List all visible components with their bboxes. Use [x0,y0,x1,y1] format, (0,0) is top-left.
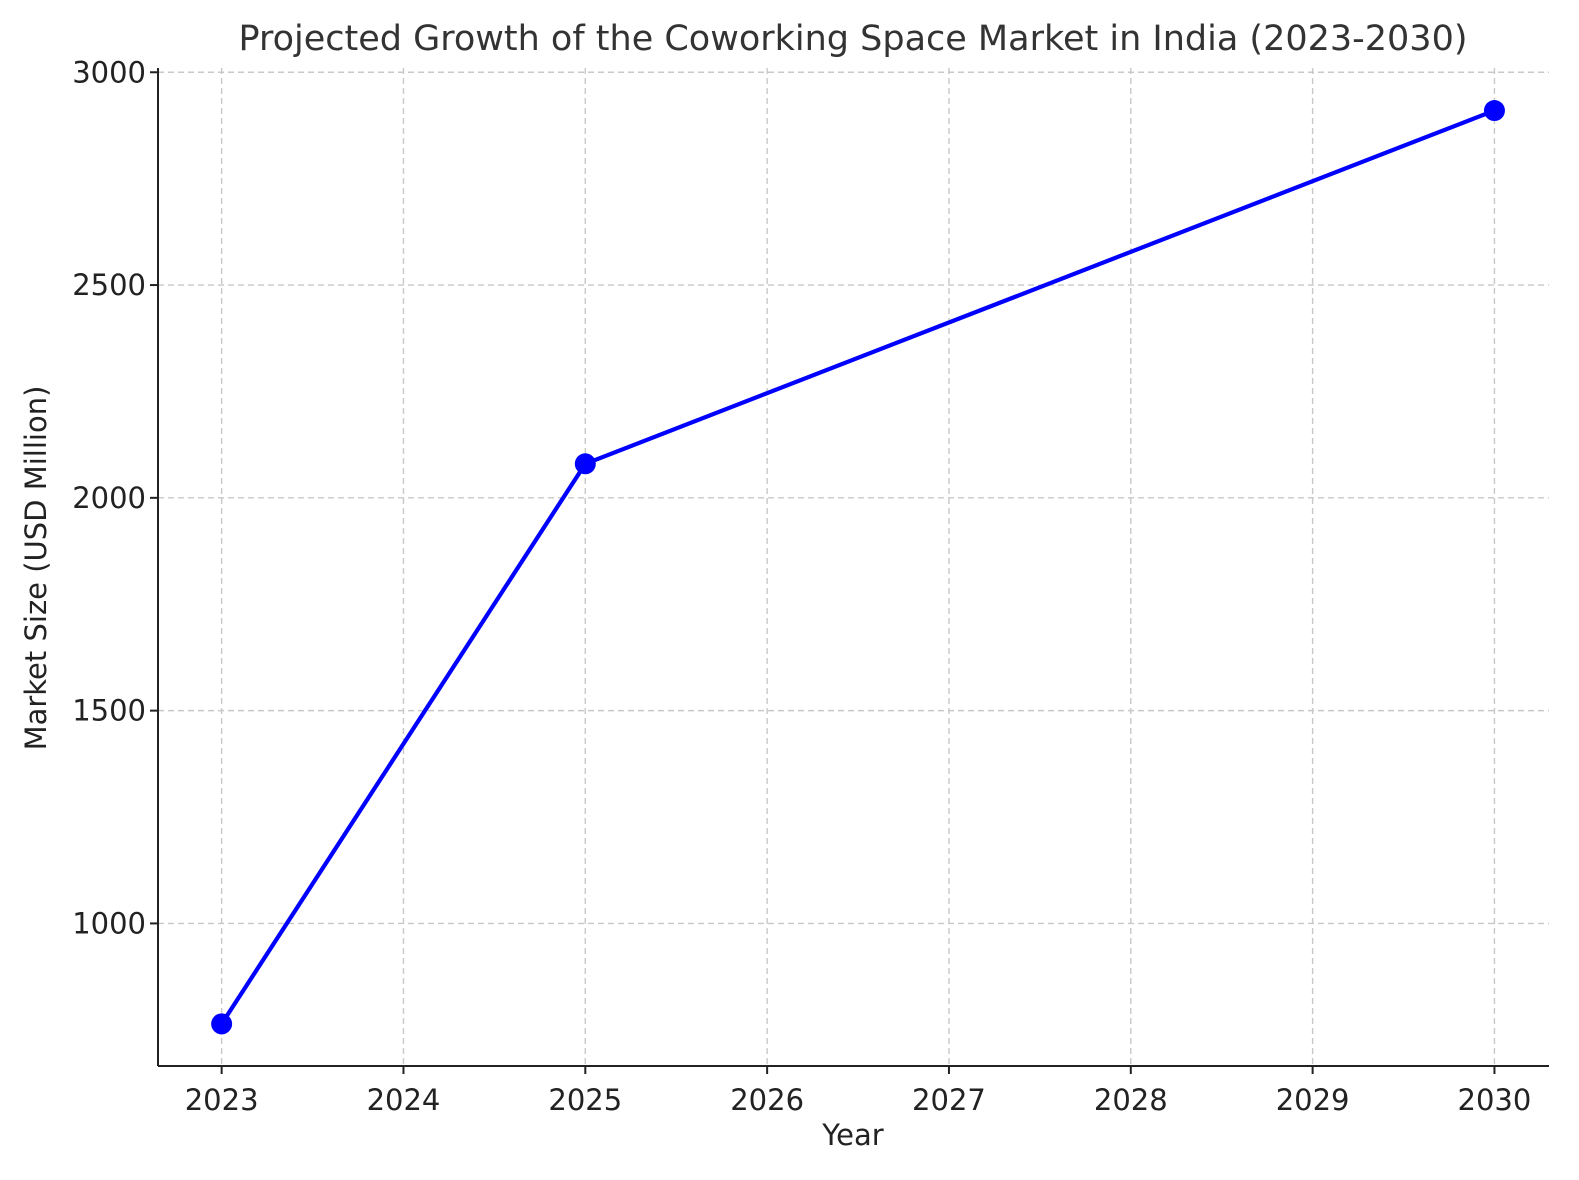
y-tick-label: 1500 [72,694,146,728]
x-tick-label: 2030 [1458,1083,1532,1117]
data-point-marker [574,453,596,475]
x-tick-label: 2029 [1276,1083,1350,1117]
chart-title: Projected Growth of the Coworking Space … [238,19,1467,59]
x-tick-label: 2026 [730,1083,804,1117]
axes-layer [157,68,1549,1067]
ticks-layer: 2023 2024 2025 2026 2027 2028 2029 2030 1000 1500… [72,55,1531,1117]
data-point-marker [211,1013,233,1035]
y-tick-label: 2000 [72,481,146,515]
series-line [219,108,1497,1026]
y-tick-label: 3000 [72,55,146,89]
grid-layer [158,68,1549,1066]
y-tick-label: 2500 [72,268,146,302]
x-axis-label: Year [821,1118,883,1152]
y-tick-label: 1000 [72,906,146,940]
x-tick-label: 2023 [185,1083,259,1117]
y-axis-label: Market Size (USD Million) [19,386,53,751]
series-layer [211,100,1505,1035]
x-tick-label: 2027 [912,1083,986,1117]
data-point-marker [1483,100,1505,122]
x-tick-label: 2024 [367,1083,441,1117]
x-tick-label: 2028 [1094,1083,1168,1117]
x-tick-label: 2025 [548,1083,622,1117]
